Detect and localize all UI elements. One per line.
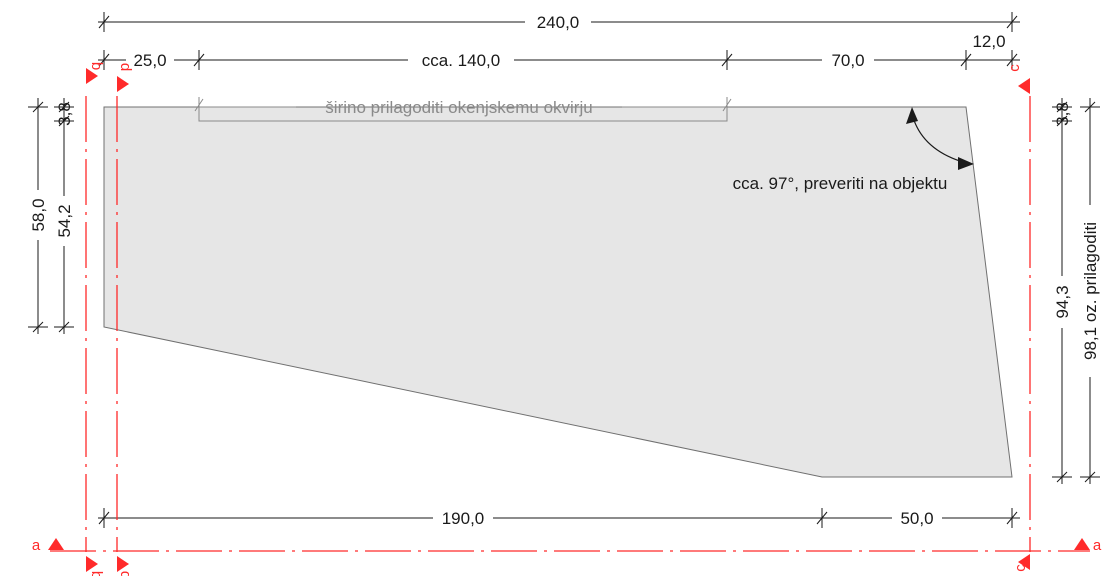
section-marker-b-bottom: b xyxy=(86,556,105,576)
dim-left-outer-label: 58,0 xyxy=(29,198,48,231)
dim-bottom-right-label: 50,0 xyxy=(900,509,933,528)
section-lines xyxy=(50,96,1090,552)
dim-top-left-offset-label: 25,0 xyxy=(133,51,166,70)
dim-right-top-small-label: 3,8 xyxy=(1053,102,1072,126)
section-marker-a-right: a xyxy=(1074,537,1102,554)
dim-left-top-small-label: 3,8 xyxy=(55,102,74,126)
svg-text:a: a xyxy=(32,537,41,554)
window-width-note: širino prilagoditi okenjskemu okvirju xyxy=(325,98,592,117)
dim-right-inner: 3,8 94,3 xyxy=(1052,98,1072,484)
dim-left-inner-label: 54,2 xyxy=(55,204,74,237)
svg-text:d: d xyxy=(117,571,134,576)
section-marker-b-top: b xyxy=(86,62,105,84)
svg-text:a: a xyxy=(1093,537,1102,554)
dim-top-segments: 25,0 cca. 140,0 70,0 12,0 xyxy=(98,32,1020,70)
dim-overall-width-label: 240,0 xyxy=(537,13,580,32)
svg-text:b: b xyxy=(88,62,105,70)
dim-right-height-label: 94,3 xyxy=(1053,285,1072,318)
dim-top-window-label: cca. 140,0 xyxy=(422,51,500,70)
dim-top-middle-label: 70,0 xyxy=(831,51,864,70)
window-width-bracket: širino prilagoditi okenjskemu okvirju xyxy=(194,97,732,122)
dim-left-inner: 54,2 3,8 xyxy=(54,98,74,334)
panel-shape xyxy=(103,106,1013,478)
dim-top-right-label: 12,0 xyxy=(972,32,1005,51)
dim-bottom-segments: 190,0 50,0 xyxy=(98,508,1020,528)
dim-left-outer: 58,0 xyxy=(28,98,48,334)
svg-text:d: d xyxy=(117,63,134,71)
dim-right-outer-label: 98,1 oz. prilagoditi xyxy=(1081,222,1100,360)
svg-text:c: c xyxy=(1006,64,1023,72)
dim-overall-width: 240,0 xyxy=(98,12,1020,32)
svg-text:c: c xyxy=(1012,564,1029,572)
section-marker-d-top: d xyxy=(117,63,134,92)
section-marker-d-bottom: d xyxy=(117,556,134,576)
dim-right-outer: 98,1 oz. prilagoditi xyxy=(1080,98,1100,484)
section-marker-c-bottom: c xyxy=(1012,554,1030,572)
svg-text:b: b xyxy=(88,571,105,576)
angle-indicator: cca. 97°, preveriti na objektu xyxy=(733,107,974,193)
dim-bottom-left-label: 190,0 xyxy=(442,509,485,528)
angle-note: cca. 97°, preveriti na objektu xyxy=(733,174,948,193)
section-marker-c-top: c xyxy=(1006,64,1030,94)
section-marker-a-left: a xyxy=(32,537,64,554)
